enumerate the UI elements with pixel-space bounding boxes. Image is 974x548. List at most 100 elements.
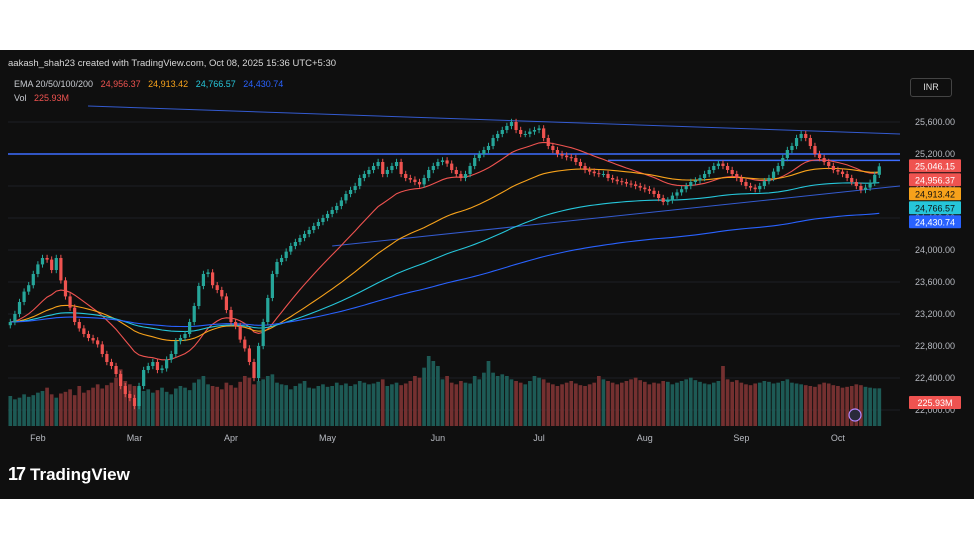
candle[interactable]	[528, 128, 532, 138]
candle[interactable]	[114, 362, 118, 378]
candle[interactable]	[854, 178, 858, 190]
candle[interactable]	[748, 182, 753, 191]
candle[interactable]	[583, 162, 587, 174]
candle[interactable]	[68, 293, 72, 311]
candle[interactable]	[436, 158, 440, 170]
candle[interactable]	[367, 166, 371, 178]
candle[interactable]	[293, 238, 297, 250]
candle[interactable]	[266, 294, 270, 326]
candle[interactable]	[666, 197, 670, 206]
candle[interactable]	[473, 154, 477, 170]
candle[interactable]	[206, 269, 210, 278]
candle[interactable]	[693, 177, 698, 186]
candle[interactable]	[684, 182, 688, 193]
candle[interactable]	[468, 162, 472, 178]
price-chart[interactable]: 22,000.00 22,400.00 22,800.00 23,200.00 23,6…	[0, 50, 974, 499]
candle[interactable]	[850, 174, 854, 186]
candle[interactable]	[224, 293, 229, 314]
candle[interactable]	[477, 150, 481, 162]
candle[interactable]	[109, 358, 114, 370]
candle[interactable]	[822, 154, 826, 166]
candle[interactable]	[123, 382, 127, 398]
candle[interactable]	[569, 154, 573, 162]
candle[interactable]	[532, 126, 537, 135]
candle[interactable]	[758, 182, 762, 193]
candle[interactable]	[36, 261, 40, 278]
candle[interactable]	[459, 170, 463, 182]
candle[interactable]	[22, 288, 26, 306]
candle[interactable]	[486, 142, 491, 154]
candle[interactable]	[238, 322, 242, 343]
candle[interactable]	[394, 158, 399, 170]
candle[interactable]	[289, 242, 293, 255]
candle[interactable]	[321, 214, 325, 226]
candle[interactable]	[537, 125, 541, 134]
candle[interactable]	[174, 338, 178, 358]
currency-button[interactable]: INR	[910, 78, 952, 97]
candle[interactable]	[611, 174, 615, 183]
candle[interactable]	[91, 334, 95, 344]
candle[interactable]	[762, 178, 766, 190]
candle[interactable]	[670, 192, 675, 204]
candle[interactable]	[229, 306, 233, 326]
candle[interactable]	[482, 146, 486, 158]
candle[interactable]	[624, 178, 629, 187]
candle[interactable]	[100, 341, 104, 358]
candle[interactable]	[146, 362, 150, 374]
candle[interactable]	[730, 166, 734, 178]
candle[interactable]	[817, 150, 822, 162]
candle[interactable]	[523, 130, 527, 138]
candle[interactable]	[739, 174, 743, 186]
candle[interactable]	[509, 118, 514, 130]
candle[interactable]	[560, 150, 564, 159]
candle[interactable]	[597, 170, 601, 178]
candle[interactable]	[40, 254, 45, 268]
candle[interactable]	[188, 318, 192, 338]
candle[interactable]	[201, 270, 206, 290]
candle[interactable]	[505, 122, 509, 134]
candle[interactable]	[647, 186, 652, 194]
candle[interactable]	[519, 126, 523, 138]
candle[interactable]	[371, 162, 376, 174]
candle[interactable]	[601, 170, 606, 178]
candle[interactable]	[86, 330, 91, 342]
candle[interactable]	[702, 170, 707, 182]
candle[interactable]	[312, 222, 316, 234]
candle[interactable]	[151, 358, 155, 370]
candle[interactable]	[247, 345, 252, 366]
candle[interactable]	[298, 234, 302, 246]
candle[interactable]	[620, 178, 624, 186]
candle[interactable]	[344, 190, 348, 204]
candle[interactable]	[790, 142, 794, 154]
candle[interactable]	[863, 184, 868, 194]
candle[interactable]	[96, 337, 100, 348]
candle[interactable]	[119, 370, 123, 390]
candle[interactable]	[873, 171, 877, 186]
candle[interactable]	[169, 350, 173, 363]
candle[interactable]	[45, 254, 49, 263]
candle[interactable]	[721, 160, 725, 170]
candle[interactable]	[59, 254, 63, 284]
candle[interactable]	[63, 277, 68, 300]
candle[interactable]	[417, 178, 422, 188]
candle[interactable]	[233, 318, 238, 330]
candle[interactable]	[155, 358, 160, 374]
candle[interactable]	[735, 170, 739, 182]
candle[interactable]	[431, 162, 435, 174]
candle[interactable]	[13, 310, 17, 326]
candle[interactable]	[634, 181, 638, 190]
candle[interactable]	[781, 154, 785, 170]
candle[interactable]	[404, 170, 408, 182]
candle[interactable]	[606, 170, 610, 182]
candle[interactable]	[307, 226, 311, 238]
candle[interactable]	[261, 318, 265, 350]
candle[interactable]	[491, 134, 495, 150]
candle[interactable]	[454, 166, 458, 178]
candle[interactable]	[840, 168, 845, 178]
candle[interactable]	[413, 176, 417, 186]
candle[interactable]	[707, 166, 711, 178]
candle[interactable]	[215, 282, 219, 294]
candle[interactable]	[785, 146, 789, 162]
candle[interactable]	[50, 256, 54, 274]
candle[interactable]	[399, 158, 403, 178]
